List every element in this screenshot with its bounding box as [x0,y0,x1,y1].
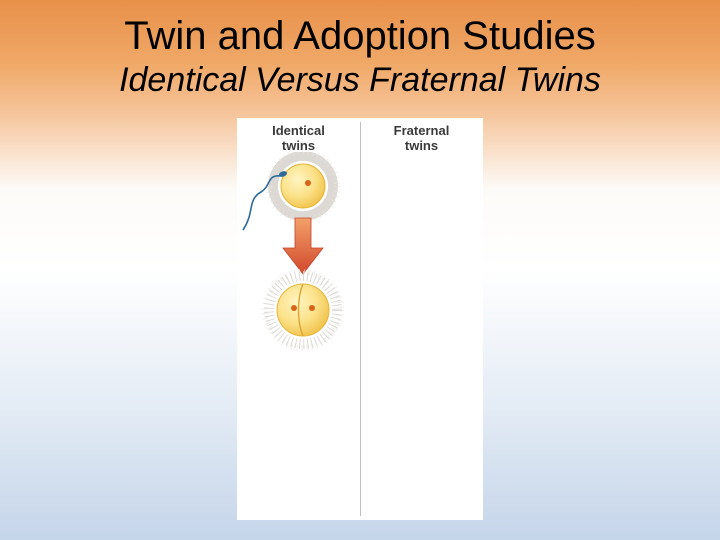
col-label-line: twins [405,138,438,153]
egg-icon [281,164,325,208]
nucleus-icon [305,180,311,186]
twins-diagram: Identical twins [237,118,483,520]
column-fraternal: Fraternal twins [360,118,483,520]
egg-splitting-icon [277,284,329,336]
col-label-line: Identical [272,123,325,138]
column-identical: Identical twins [237,118,360,520]
arrow-down-icon [283,218,323,274]
col-label-line: twins [282,138,315,153]
nucleus-icon [291,305,297,311]
slide: Twin and Adoption Studies Identical Vers… [0,0,720,540]
identical-illustration [237,152,360,520]
column-label-identical: Identical twins [237,118,360,154]
slide-title: Twin and Adoption Studies [0,0,720,59]
column-label-fraternal: Fraternal twins [360,118,483,154]
slide-subtitle: Identical Versus Fraternal Twins [0,61,720,100]
nucleus-icon [309,305,315,311]
col-label-line: Fraternal [394,123,450,138]
